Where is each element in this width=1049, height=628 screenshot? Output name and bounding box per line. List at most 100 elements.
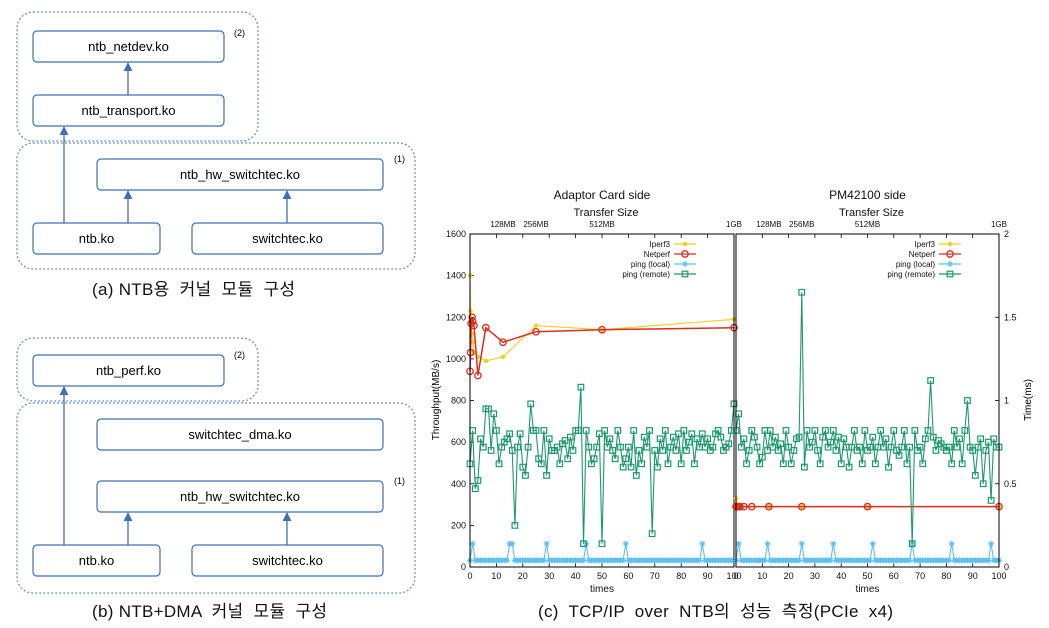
data-point bbox=[611, 455, 619, 463]
data-point bbox=[787, 460, 795, 468]
data-point bbox=[961, 427, 969, 434]
data-point bbox=[654, 463, 661, 471]
data-point bbox=[798, 540, 805, 547]
legend-label: ping (local) bbox=[896, 260, 935, 269]
data-point bbox=[987, 497, 995, 504]
data-point bbox=[624, 443, 632, 451]
data-point bbox=[858, 460, 866, 468]
data-point bbox=[736, 502, 744, 511]
data-point bbox=[777, 440, 785, 448]
x2-tick-label: 512MB bbox=[589, 220, 614, 229]
data-point bbox=[790, 447, 798, 454]
data-point bbox=[747, 502, 756, 511]
data-point bbox=[877, 427, 885, 434]
data-point bbox=[832, 447, 840, 454]
diagram-a-marker-2: (2) bbox=[234, 28, 245, 38]
x-tick-label: 30 bbox=[544, 571, 554, 581]
box-b-ntb-hw-switchtec bbox=[96, 480, 384, 513]
x-tick-label: 0 bbox=[733, 571, 738, 581]
data-point bbox=[477, 435, 484, 443]
data-point bbox=[765, 502, 773, 511]
x2-axis-label: Transfer Size bbox=[839, 207, 904, 219]
data-point bbox=[640, 433, 648, 441]
data-point bbox=[659, 447, 667, 454]
caption-c: (c) TCP/IP over NTB의 성능 측정(PCIe x4) bbox=[538, 602, 894, 621]
y2-tick-label: 0.5 bbox=[1004, 479, 1017, 489]
data-point bbox=[648, 530, 656, 538]
box-b-ntb bbox=[32, 544, 161, 577]
caption-a: (a) NTB용 커널 모듈 구성 bbox=[92, 280, 296, 299]
box-b-ntb-hw-switchtec-label: ntb_hw_switchtec.ko bbox=[180, 489, 300, 504]
data-point bbox=[829, 427, 837, 434]
data-point bbox=[532, 427, 540, 434]
diagram-a: (2) (1) ntb_netdev.ko ntb_transport.ko n… bbox=[16, 11, 416, 270]
data-point bbox=[977, 435, 984, 443]
data-point bbox=[737, 443, 745, 451]
y-tick-label: 1200 bbox=[446, 312, 466, 322]
data-point bbox=[827, 557, 834, 564]
data-point bbox=[811, 427, 819, 434]
data-point bbox=[704, 435, 711, 443]
data-point bbox=[656, 435, 664, 443]
y-tick-label: 600 bbox=[451, 437, 466, 447]
x-tick-label: 90 bbox=[703, 571, 713, 581]
data-point bbox=[630, 427, 638, 434]
data-point bbox=[485, 405, 492, 413]
data-point bbox=[479, 443, 487, 451]
legend-label: ping (remote) bbox=[622, 270, 670, 279]
box-switchtec-label: switchtec.ko bbox=[252, 231, 323, 246]
data-point bbox=[800, 463, 808, 471]
data-point bbox=[598, 325, 606, 334]
legend-marker bbox=[682, 241, 688, 247]
data-point bbox=[516, 430, 524, 438]
legend-label: Iperf3 bbox=[915, 240, 936, 249]
data-point bbox=[988, 540, 995, 547]
data-point bbox=[590, 455, 598, 463]
data-point bbox=[879, 443, 887, 451]
legend-marker bbox=[947, 241, 953, 247]
data-point bbox=[856, 443, 864, 451]
caption-b: (b) NTB+DMA 커널 모듈 구성 bbox=[92, 602, 328, 621]
data-point bbox=[627, 463, 635, 471]
chart-panel-adaptor: Adaptor Card side Transfer Size times 0 10 20… bbox=[446, 188, 742, 595]
data-point bbox=[487, 447, 495, 454]
data-point bbox=[964, 397, 971, 404]
x-tick-label: 100 bbox=[726, 571, 741, 581]
data-point bbox=[979, 480, 987, 488]
y2-tick-label: 1 bbox=[1004, 396, 1009, 406]
data-point bbox=[638, 460, 645, 468]
data-point bbox=[908, 540, 916, 548]
data-point bbox=[540, 557, 547, 564]
data-point bbox=[827, 438, 835, 446]
data-point bbox=[490, 410, 498, 418]
data-point bbox=[911, 427, 919, 434]
data-point bbox=[990, 435, 998, 443]
data-point bbox=[643, 443, 651, 451]
data-point bbox=[869, 433, 877, 441]
data-point bbox=[577, 383, 585, 391]
x2-tick-label: 128MB bbox=[490, 220, 515, 229]
chart-ylabel: Throughput(MB/s) bbox=[431, 360, 442, 441]
data-point bbox=[903, 460, 911, 468]
data-point bbox=[900, 427, 908, 434]
diagram-b-marker-1: (1) bbox=[394, 476, 405, 486]
box-ntb-netdev bbox=[32, 30, 225, 63]
data-point bbox=[845, 463, 853, 471]
data-point bbox=[866, 443, 874, 451]
data-point bbox=[622, 455, 630, 463]
diagram-b: (2) (1) ntb_perf.ko switchtec_dma.ko ntb… bbox=[16, 337, 416, 594]
x-tick-label: 10 bbox=[491, 571, 501, 581]
x-tick-label: 60 bbox=[623, 571, 633, 581]
data-point bbox=[519, 463, 527, 471]
diagram-b-marker-2: (2) bbox=[234, 350, 245, 360]
data-point bbox=[672, 447, 680, 454]
data-point bbox=[585, 443, 593, 451]
y-tick-label: 400 bbox=[451, 479, 466, 489]
data-point bbox=[758, 453, 766, 461]
data-point bbox=[740, 435, 748, 443]
data-point bbox=[474, 477, 482, 484]
data-point bbox=[532, 327, 540, 336]
data-point bbox=[685, 438, 693, 446]
data-point bbox=[543, 472, 550, 479]
data-point bbox=[748, 427, 756, 434]
